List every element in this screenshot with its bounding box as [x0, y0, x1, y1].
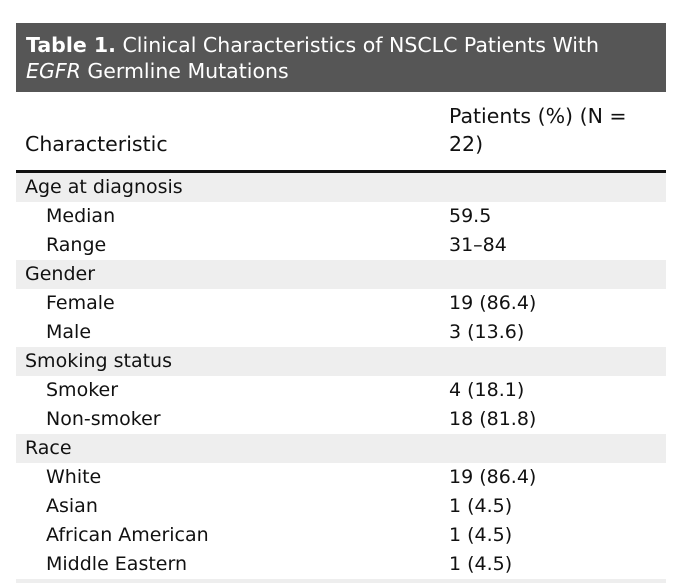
table-row: Smoker 4 (18.1)	[16, 376, 666, 405]
header-characteristic: Characteristic	[25, 132, 168, 156]
table-title-label: Table 1.	[26, 33, 116, 57]
row-label: Middle Eastern	[46, 553, 188, 575]
category-label: Race	[25, 437, 72, 459]
group-gender: Gender Female 19 (86.4) Male 3 (13.6)	[16, 260, 666, 347]
table-bottom-rule	[16, 579, 666, 583]
table-header: Characteristic Patients (%) (N = 22)	[16, 92, 666, 173]
group-smoking: Smoking status Smoker 4 (18.1) Non-smoke…	[16, 347, 666, 434]
row-value: 4 (18.1)	[449, 379, 525, 401]
table-title: Table 1. Clinical Characteristics of NSC…	[16, 23, 666, 92]
row-value: 18 (81.8)	[449, 408, 537, 430]
characteristics-table: Table 1. Clinical Characteristics of NSC…	[16, 23, 666, 583]
row-value: 3 (13.6)	[449, 321, 525, 343]
table-title-text-1: Clinical Characteristics of NSCLC Patien…	[115, 33, 600, 57]
category-row: Race	[16, 434, 666, 463]
table-row: White 19 (86.4)	[16, 463, 666, 492]
category-row: Smoking status	[16, 347, 666, 376]
row-value: 1 (4.5)	[449, 553, 513, 575]
row-label: Non-smoker	[46, 408, 161, 430]
row-value: 1 (4.5)	[449, 524, 513, 546]
row-label: White	[46, 466, 102, 488]
table-row: Range 31–84	[16, 231, 666, 260]
category-label: Age at diagnosis	[25, 176, 183, 198]
table-row: Middle Eastern 1 (4.5)	[16, 550, 666, 579]
category-label: Smoking status	[25, 350, 172, 372]
row-label: Smoker	[46, 379, 119, 401]
row-value: 31–84	[449, 234, 507, 256]
row-label: African American	[46, 524, 209, 546]
group-race: Race White 19 (86.4) Asian 1 (4.5) Afric…	[16, 434, 666, 579]
table-row: Median 59.5	[16, 202, 666, 231]
category-row: Age at diagnosis	[16, 173, 666, 202]
row-label: Female	[46, 292, 115, 314]
row-value: 1 (4.5)	[449, 495, 513, 517]
row-value: 59.5	[449, 205, 492, 227]
category-label: Gender	[25, 263, 96, 285]
category-row: Gender	[16, 260, 666, 289]
row-label: Asian	[46, 495, 98, 517]
table-row: African American 1 (4.5)	[16, 521, 666, 550]
row-label: Male	[46, 321, 92, 343]
table-row: Asian 1 (4.5)	[16, 492, 666, 521]
table-title-gene: EGFR	[26, 59, 81, 83]
header-patients: Patients (%) (N = 22)	[449, 104, 627, 156]
row-label: Median	[46, 205, 116, 227]
table-title-text-2: Germline Mutations	[80, 59, 289, 83]
row-value: 19 (86.4)	[449, 292, 537, 314]
table-row: Female 19 (86.4)	[16, 289, 666, 318]
row-label: Range	[46, 234, 107, 256]
row-value: 19 (86.4)	[449, 466, 537, 488]
group-age: Age at diagnosis Median 59.5 Range 31–84	[16, 173, 666, 260]
table-row: Male 3 (13.6)	[16, 318, 666, 347]
table-row: Non-smoker 18 (81.8)	[16, 405, 666, 434]
